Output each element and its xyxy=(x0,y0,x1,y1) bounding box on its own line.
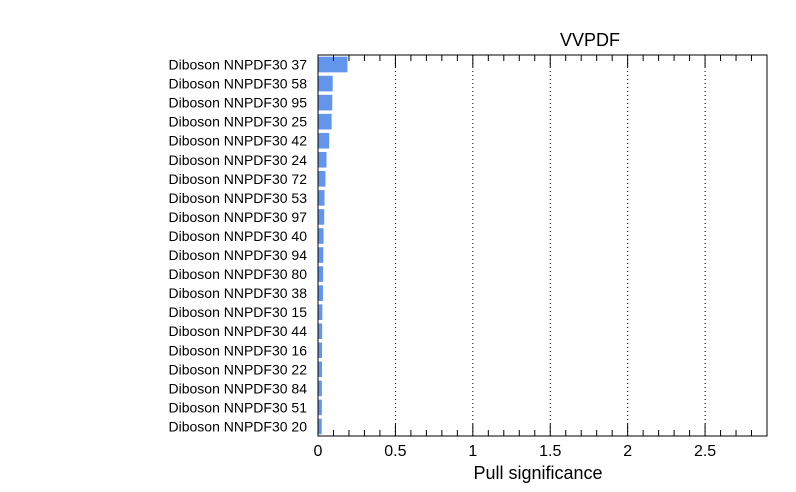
x-tick-label: 2.5 xyxy=(694,443,716,460)
category-label: Diboson NNPDF30 51 xyxy=(168,399,307,415)
bar xyxy=(318,380,322,397)
bar xyxy=(318,285,323,301)
category-label: Diboson NNPDF30 94 xyxy=(168,247,307,263)
category-label: Diboson NNPDF30 58 xyxy=(168,76,307,92)
x-tick-label: 0 xyxy=(314,443,323,460)
bar xyxy=(318,304,323,320)
bar xyxy=(318,342,323,359)
grid xyxy=(394,55,706,436)
axes: 0 0.5 1 1.5 2 2.5 xyxy=(314,54,768,460)
category-label: Diboson NNPDF30 20 xyxy=(168,418,307,434)
bar xyxy=(318,247,324,263)
category-label: Diboson NNPDF30 15 xyxy=(168,304,307,320)
category-labels: Diboson NNPDF30 37 Diboson NNPDF30 58 Dibo… xyxy=(168,57,307,435)
bars xyxy=(318,56,348,435)
bar xyxy=(318,361,323,378)
category-label: Diboson NNPDF30 25 xyxy=(168,114,307,130)
category-label: Diboson NNPDF30 42 xyxy=(168,133,307,149)
bar xyxy=(318,94,333,111)
category-label: Diboson NNPDF30 72 xyxy=(168,171,307,187)
category-label: Diboson NNPDF30 97 xyxy=(168,209,307,225)
bar xyxy=(318,399,322,416)
category-label: Diboson NNPDF30 84 xyxy=(168,380,307,396)
bar xyxy=(318,171,326,187)
bar xyxy=(318,132,330,149)
bar xyxy=(318,190,325,206)
category-label: Diboson NNPDF30 24 xyxy=(168,152,307,168)
plot-frame xyxy=(317,54,768,437)
x-tick-label: 0.5 xyxy=(384,443,406,460)
bar xyxy=(318,151,327,168)
bar xyxy=(318,75,333,92)
x-tick-label: 1.5 xyxy=(539,443,561,460)
bar xyxy=(318,113,332,130)
category-label: Diboson NNPDF30 40 xyxy=(168,228,307,244)
chart-title: VVPDF xyxy=(560,30,620,50)
category-label: Diboson NNPDF30 37 xyxy=(168,57,307,73)
bar xyxy=(318,209,325,225)
x-tick-label: 1 xyxy=(468,443,477,460)
category-label: Diboson NNPDF30 16 xyxy=(168,342,307,358)
bar xyxy=(318,266,324,282)
x-tick-label: 2 xyxy=(623,443,632,460)
category-label: Diboson NNPDF30 44 xyxy=(168,323,307,339)
category-label: Diboson NNPDF30 80 xyxy=(168,266,307,282)
category-label: Diboson NNPDF30 38 xyxy=(168,285,307,301)
bar xyxy=(318,228,324,244)
bar xyxy=(318,418,322,435)
x-axis-label: Pull significance xyxy=(473,463,602,483)
category-label: Diboson NNPDF30 53 xyxy=(168,190,307,206)
category-label: Diboson NNPDF30 22 xyxy=(168,361,307,377)
bar xyxy=(318,323,323,340)
bar xyxy=(318,56,348,73)
category-label: Diboson NNPDF30 95 xyxy=(168,95,307,111)
